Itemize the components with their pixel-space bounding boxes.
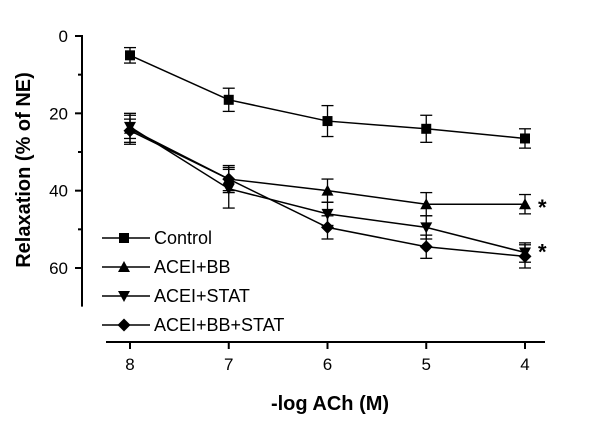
data-point (419, 240, 433, 254)
annotations: ** (538, 195, 547, 264)
data-point (222, 172, 236, 186)
legend-marker (118, 291, 130, 302)
data-point (223, 94, 234, 105)
data-point (125, 50, 135, 61)
x-tick-label: 6 (323, 355, 332, 374)
legend-label: Control (154, 228, 212, 248)
legend-label: ACEI+BB+STAT (154, 315, 284, 335)
series-control (124, 46, 531, 149)
y-axis-title: Relaxation (% of NE) (13, 72, 35, 268)
legend-label: ACEI+STAT (154, 286, 250, 306)
y-tick-label: 20 (49, 104, 68, 123)
series-layer (123, 46, 532, 269)
legend-marker (118, 261, 130, 272)
x-tick-label: 5 (422, 355, 431, 374)
data-point (520, 133, 530, 144)
data-point (421, 123, 432, 134)
data-point (322, 116, 333, 127)
axes: 0 20 40 60 8 7 6 5 4 (49, 27, 545, 374)
y-tick-label: 40 (49, 182, 68, 201)
data-point (321, 184, 334, 196)
data-point (420, 222, 433, 234)
data-point (123, 124, 137, 138)
y-tick-label: 60 (49, 259, 68, 278)
x-tick-label: 8 (125, 355, 134, 374)
legend: Control ACEI+BB ACEI+STAT ACEI+BB+STAT (102, 228, 284, 335)
x-tick-label: 4 (520, 355, 529, 374)
significance-marker: * (538, 195, 547, 220)
data-point (420, 198, 433, 210)
legend-label: ACEI+BB (154, 257, 231, 277)
legend-marker (119, 233, 129, 243)
data-point (519, 198, 531, 210)
x-tick-label: 7 (224, 355, 233, 374)
data-point (321, 208, 334, 220)
y-tick-label: 0 (59, 27, 68, 46)
legend-marker (117, 318, 131, 332)
series-acei-bb-stat (123, 118, 532, 269)
significance-marker: * (538, 240, 547, 265)
x-axis-title: -log ACh (M) (271, 393, 389, 415)
data-point (321, 220, 334, 234)
data-point (518, 249, 532, 263)
